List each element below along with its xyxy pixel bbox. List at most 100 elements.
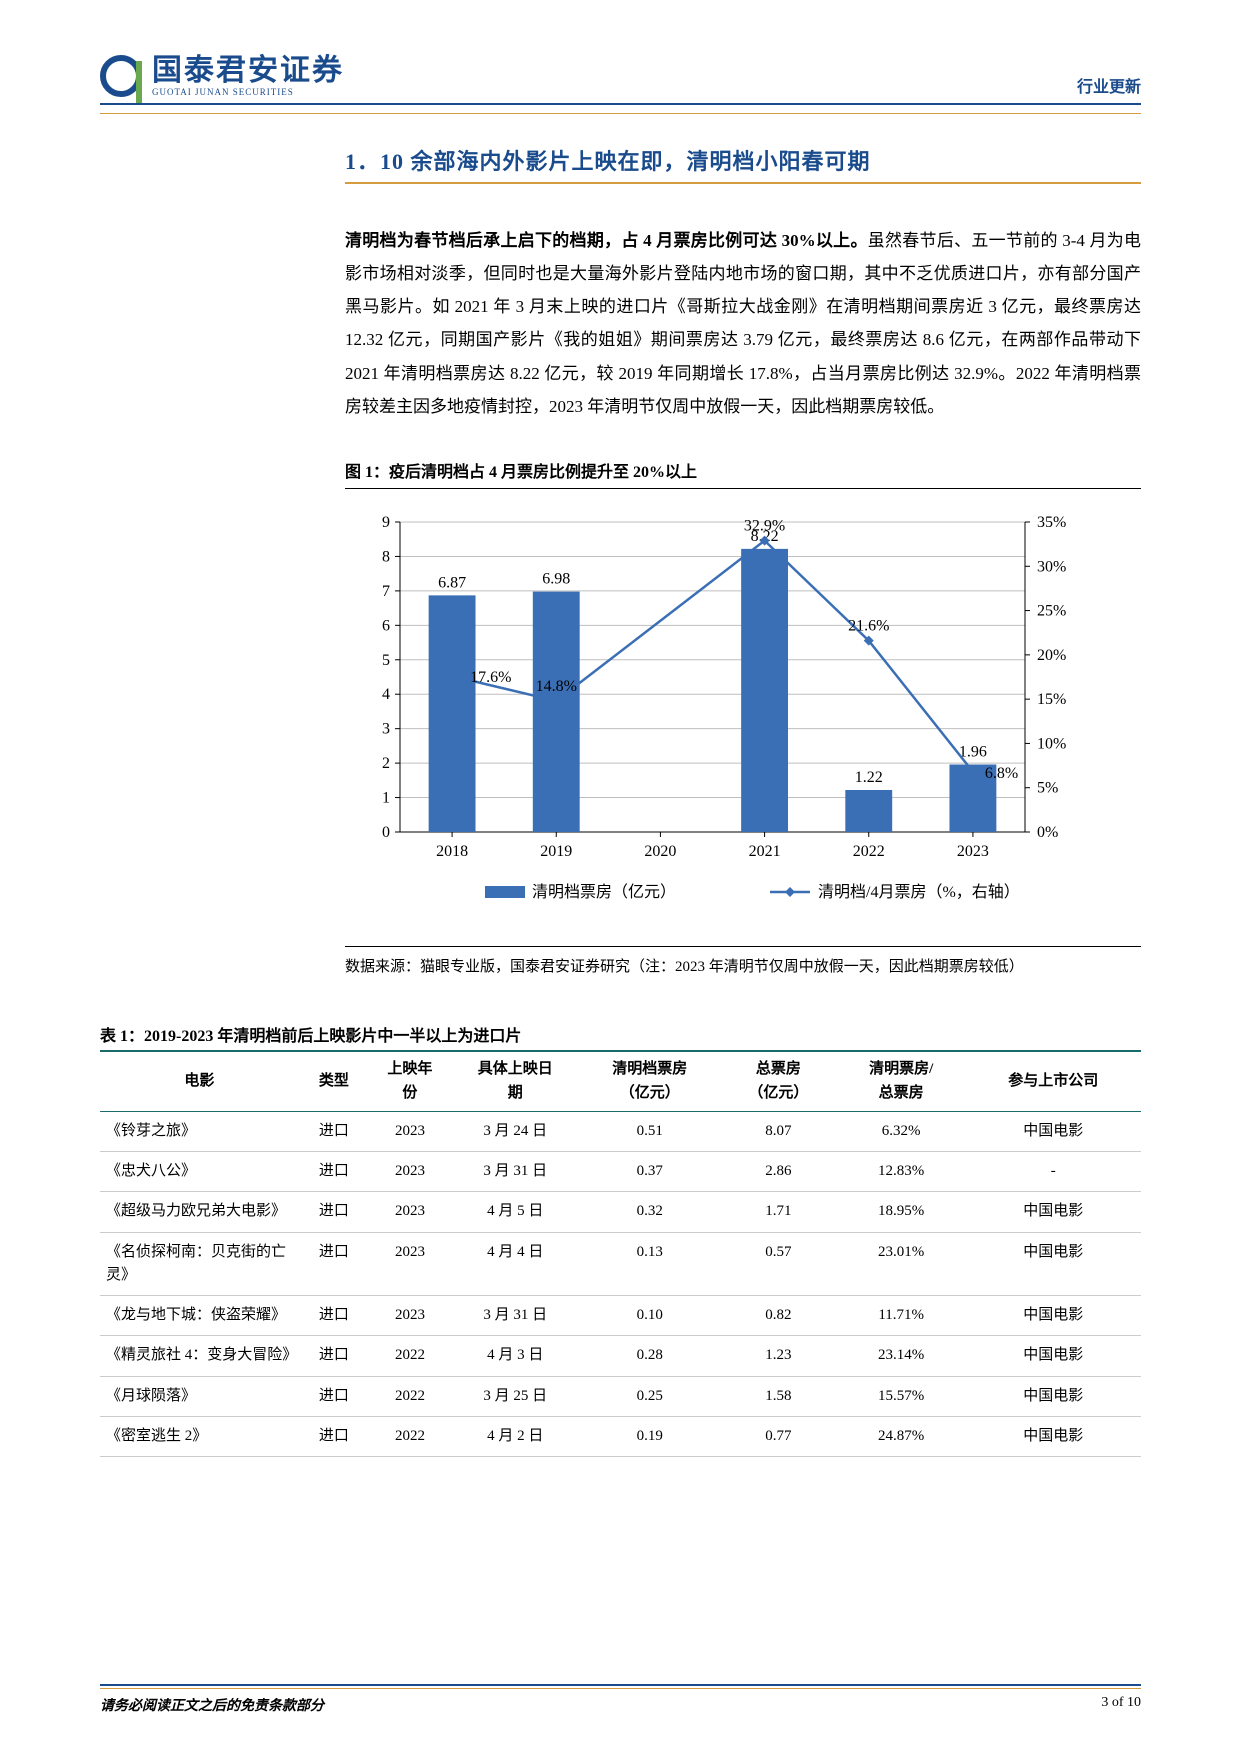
svg-text:6.87: 6.87 xyxy=(438,574,466,591)
svg-text:8: 8 xyxy=(382,548,390,565)
table-cell: 《超级马力欧兄弟大电影》 xyxy=(100,1192,299,1232)
table-cell: 2022 xyxy=(369,1416,451,1456)
svg-text:1.22: 1.22 xyxy=(855,769,883,786)
svg-text:21.6%: 21.6% xyxy=(848,618,889,635)
table-cell: 0.51 xyxy=(580,1111,720,1151)
svg-text:2020: 2020 xyxy=(644,843,676,860)
page-header: 国泰君安证券 GUOTAI JUNAN SECURITIES 行业更新 xyxy=(100,55,1141,105)
table-cell: 15.57% xyxy=(837,1376,966,1416)
logo-text-cn: 国泰君安证券 xyxy=(152,55,344,87)
movie-table: 电影类型上映年份具体上映日期清明档票房（亿元）总票房（亿元）清明票房/总票房参与… xyxy=(100,1050,1141,1457)
table-cell: 1.23 xyxy=(720,1336,837,1376)
table-cell: 中国电影 xyxy=(966,1111,1142,1151)
table-body: 《铃芽之旅》进口20233 月 24 日0.518.076.32%中国电影《忠犬… xyxy=(100,1111,1141,1456)
svg-text:30%: 30% xyxy=(1037,558,1066,575)
table-cell: 0.10 xyxy=(580,1296,720,1336)
svg-text:35%: 35% xyxy=(1037,514,1066,531)
svg-text:17.6%: 17.6% xyxy=(470,669,511,686)
table-cell: 0.82 xyxy=(720,1296,837,1336)
table-cell: 中国电影 xyxy=(966,1336,1142,1376)
table-row: 《密室逃生 2》进口20224 月 2 日0.190.7724.87%中国电影 xyxy=(100,1416,1141,1456)
table-row: 《超级马力欧兄弟大电影》进口20234 月 5 日0.321.7118.95%中… xyxy=(100,1192,1141,1232)
table-cell: 1.58 xyxy=(720,1376,837,1416)
table-cell: 进口 xyxy=(299,1416,369,1456)
table-row: 《名侦探柯南：贝克街的亡灵》进口20234 月 4 日0.130.5723.01… xyxy=(100,1232,1141,1296)
lead-strong: 清明档为春节档后承上启下的档期，占 4 月票房比例可达 30%以上。 xyxy=(345,231,868,250)
svg-text:2023: 2023 xyxy=(957,843,989,860)
table-cell: 进口 xyxy=(299,1152,369,1192)
page-footer: 请务必阅读正文之后的免责条款部分 3 of 10 xyxy=(100,1684,1141,1715)
table-cell: 《忠犬八公》 xyxy=(100,1152,299,1192)
table-cell: 《密室逃生 2》 xyxy=(100,1416,299,1456)
svg-text:1: 1 xyxy=(382,789,390,806)
svg-text:2019: 2019 xyxy=(540,843,572,860)
table-cell: 中国电影 xyxy=(966,1192,1142,1232)
table-cell: 0.28 xyxy=(580,1336,720,1376)
table-cell: 进口 xyxy=(299,1232,369,1296)
table-cell: 中国电影 xyxy=(966,1232,1142,1296)
svg-text:清明档/4月票房（%，右轴）: 清明档/4月票房（%，右轴） xyxy=(818,883,1020,901)
table-cell: 4 月 4 日 xyxy=(451,1232,580,1296)
table-cell: 24.87% xyxy=(837,1416,966,1456)
svg-text:6.98: 6.98 xyxy=(542,570,570,587)
table-cell: 进口 xyxy=(299,1336,369,1376)
table-cell: 2023 xyxy=(369,1232,451,1296)
svg-text:15%: 15% xyxy=(1037,691,1066,708)
chart-container: 01234567890%5%10%15%20%25%30%35%6.872018… xyxy=(345,507,1095,932)
table-cell: 进口 xyxy=(299,1296,369,1336)
table-cell: 2022 xyxy=(369,1336,451,1376)
table-row: 《铃芽之旅》进口20233 月 24 日0.518.076.32%中国电影 xyxy=(100,1111,1141,1151)
table-cell: 0.77 xyxy=(720,1416,837,1456)
table-cell: 2023 xyxy=(369,1152,451,1192)
table-row: 《忠犬八公》进口20233 月 31 日0.372.8612.83%- xyxy=(100,1152,1141,1192)
bar-line-chart: 01234567890%5%10%15%20%25%30%35%6.872018… xyxy=(345,507,1095,927)
table-cell: 23.14% xyxy=(837,1336,966,1376)
svg-text:4: 4 xyxy=(382,686,390,703)
table-cell: 4 月 2 日 xyxy=(451,1416,580,1456)
svg-text:5: 5 xyxy=(382,652,390,669)
table-cell: 进口 xyxy=(299,1111,369,1151)
table-header-cell: 清明档票房（亿元） xyxy=(580,1051,720,1111)
lead-body: 虽然春节后、五一节前的 3-4 月为电影市场相对淡季，但同时也是大量海外影片登陆… xyxy=(345,231,1141,416)
section-heading: 1．10 余部海内外影片上映在即，清明档小阳春可期 xyxy=(345,144,1141,184)
logo-text-en: GUOTAI JUNAN SECURITIES xyxy=(152,87,344,97)
table-cell: 进口 xyxy=(299,1192,369,1232)
table-row: 《龙与地下城：侠盗荣耀》进口20233 月 31 日0.100.8211.71%… xyxy=(100,1296,1141,1336)
table-cell: 2022 xyxy=(369,1376,451,1416)
svg-text:10%: 10% xyxy=(1037,735,1066,752)
svg-text:6.8%: 6.8% xyxy=(985,765,1018,782)
svg-text:7: 7 xyxy=(382,583,390,600)
logo-block: 国泰君安证券 GUOTAI JUNAN SECURITIES xyxy=(100,55,344,97)
table-row: 《精灵旅社 4：变身大冒险》进口20224 月 3 日0.281.2323.14… xyxy=(100,1336,1141,1376)
svg-text:9: 9 xyxy=(382,514,390,531)
svg-text:25%: 25% xyxy=(1037,602,1066,619)
chart-source: 数据来源：猫眼专业版，国泰君安证券研究（注：2023 年清明节仅周中放假一天，因… xyxy=(345,946,1141,981)
footer-page-number: 3 of 10 xyxy=(1101,1695,1141,1715)
table-cell: 8.07 xyxy=(720,1111,837,1151)
svg-text:2018: 2018 xyxy=(436,843,468,860)
table-row: 《月球陨落》进口20223 月 25 日0.251.5815.57%中国电影 xyxy=(100,1376,1141,1416)
table-cell: 《精灵旅社 4：变身大冒险》 xyxy=(100,1336,299,1376)
svg-text:5%: 5% xyxy=(1037,780,1058,797)
table-cell: 2023 xyxy=(369,1192,451,1232)
table-cell: 3 月 25 日 xyxy=(451,1376,580,1416)
table-cell: 中国电影 xyxy=(966,1376,1142,1416)
svg-text:3: 3 xyxy=(382,721,390,738)
header-category: 行业更新 xyxy=(1077,73,1141,97)
svg-text:2021: 2021 xyxy=(749,843,781,860)
table-cell: 3 月 31 日 xyxy=(451,1296,580,1336)
table-cell: 2023 xyxy=(369,1296,451,1336)
table-cell: - xyxy=(966,1152,1142,1192)
svg-text:14.8%: 14.8% xyxy=(536,678,577,695)
table-header-row: 电影类型上映年份具体上映日期清明档票房（亿元）总票房（亿元）清明票房/总票房参与… xyxy=(100,1051,1141,1111)
table-cell: 0.37 xyxy=(580,1152,720,1192)
footer-disclaimer: 请务必阅读正文之后的免责条款部分 xyxy=(100,1695,324,1715)
svg-text:0%: 0% xyxy=(1037,824,1058,841)
table-cell: 《龙与地下城：侠盗荣耀》 xyxy=(100,1296,299,1336)
table-cell: 12.83% xyxy=(837,1152,966,1192)
table-cell: 《月球陨落》 xyxy=(100,1376,299,1416)
table-header-cell: 上映年份 xyxy=(369,1051,451,1111)
table-header-cell: 电影 xyxy=(100,1051,299,1111)
table-caption: 表 1：2019-2023 年清明档前后上映影片中一半以上为进口片 xyxy=(100,1022,1141,1046)
chart-caption: 图 1：疫后清明档占 4 月票房比例提升至 20%以上 xyxy=(345,458,1141,489)
